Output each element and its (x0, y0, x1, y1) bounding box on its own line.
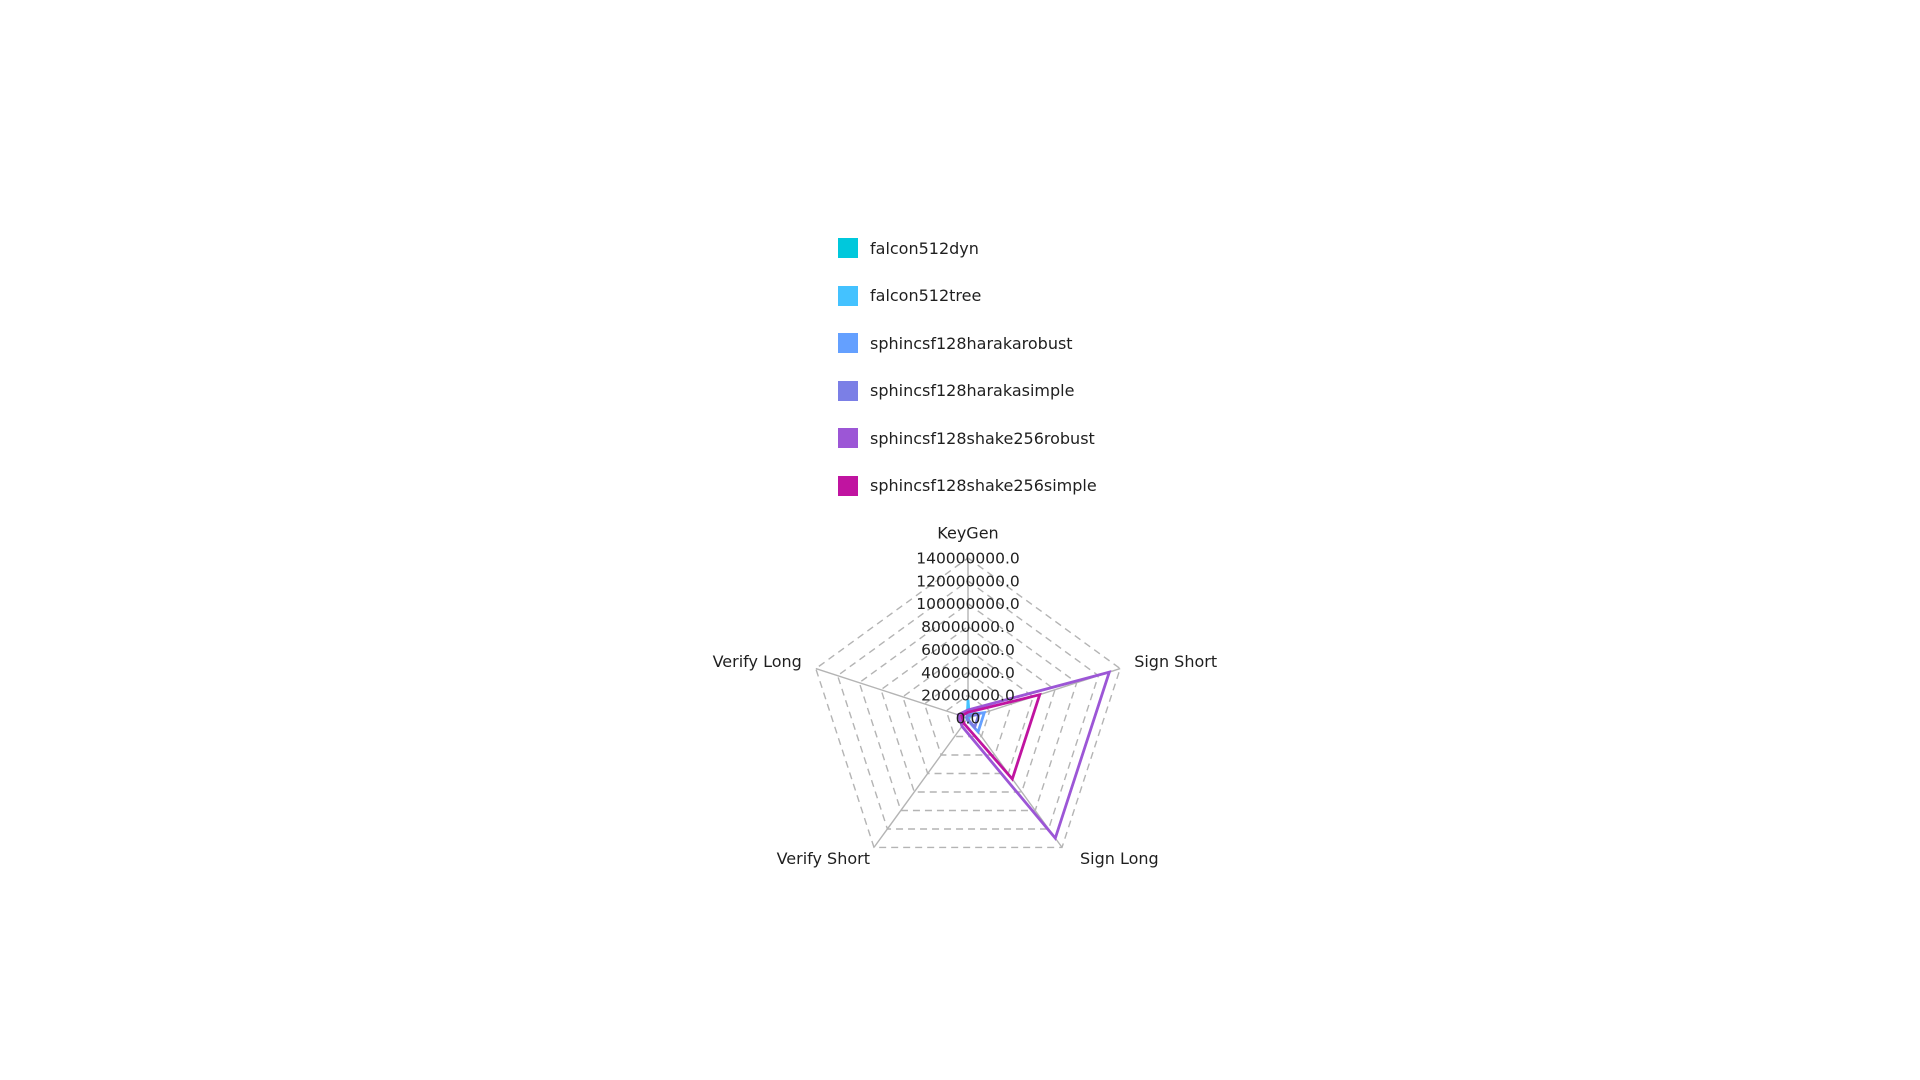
radial-ticks: 0.0 20000000.0 40000000.0 60000000.0 8000000… (916, 550, 1020, 728)
axis-labels: KeyGen Sign Short Sign Long Verify Short Ver… (713, 524, 1218, 868)
axis-label: Sign Long (1080, 849, 1159, 868)
legend-swatch (838, 428, 858, 448)
legend-swatch (838, 475, 858, 496)
axis-label: Verify Long (713, 652, 802, 671)
legend-label: sphincsf128shake256robust (870, 428, 1095, 448)
axis-spoke (873, 717, 969, 848)
series-line (959, 692, 1042, 782)
radial-tick-label: 80000000.0 (921, 618, 1015, 636)
radial-tick-label: 100000000.0 (916, 595, 1020, 613)
series-line (956, 670, 1112, 842)
grid-ring (945, 694, 991, 738)
grid-ring (923, 671, 1013, 756)
legend-label: sphincsf128shake256simple (870, 476, 1097, 495)
legend-label: falcon512tree (870, 286, 982, 305)
radial-tick-label: 20000000.0 (921, 687, 1015, 705)
legend-item[interactable]: falcon512dyn (838, 236, 979, 260)
legend-item[interactable]: sphincsf128shake256robust (838, 426, 1095, 450)
radial-tick-label: 60000000.0 (921, 641, 1015, 659)
grid-ring (880, 625, 1056, 793)
grid-ring (858, 602, 1078, 812)
legend-label: falcon512dyn (870, 238, 979, 258)
radial-tick-label: 140000000.0 (916, 550, 1020, 568)
radar-series (956, 670, 1112, 842)
grid-ring (836, 580, 1100, 830)
grid-ring (814, 557, 1122, 849)
radial-tick-label: 0.0 (956, 710, 981, 728)
radial-tick-label: 120000000.0 (916, 572, 1020, 590)
legend-item[interactable]: sphincsf128harakasimple (838, 379, 1074, 403)
legend-swatch (838, 285, 858, 306)
legend-label: sphincsf128harakasimple (870, 381, 1075, 400)
legend-item[interactable]: sphincsf128harakarobust (838, 331, 1073, 355)
axis-spoke (815, 667, 969, 719)
legend-label: sphincsf128harakarobust (870, 333, 1073, 353)
legend-swatch (838, 380, 858, 401)
radial-tick-label: 40000000.0 (921, 664, 1015, 682)
legend-item[interactable]: falcon512tree (838, 284, 981, 308)
axis-label: Sign Short (1134, 652, 1217, 671)
legend-swatch (838, 333, 858, 353)
legend-item[interactable]: sphincsf128shake256simple (838, 474, 1097, 498)
series-line (965, 712, 981, 730)
legend-swatch (838, 238, 858, 258)
axis-label: Verify Short (777, 849, 870, 868)
axis-label: KeyGen (937, 524, 998, 543)
